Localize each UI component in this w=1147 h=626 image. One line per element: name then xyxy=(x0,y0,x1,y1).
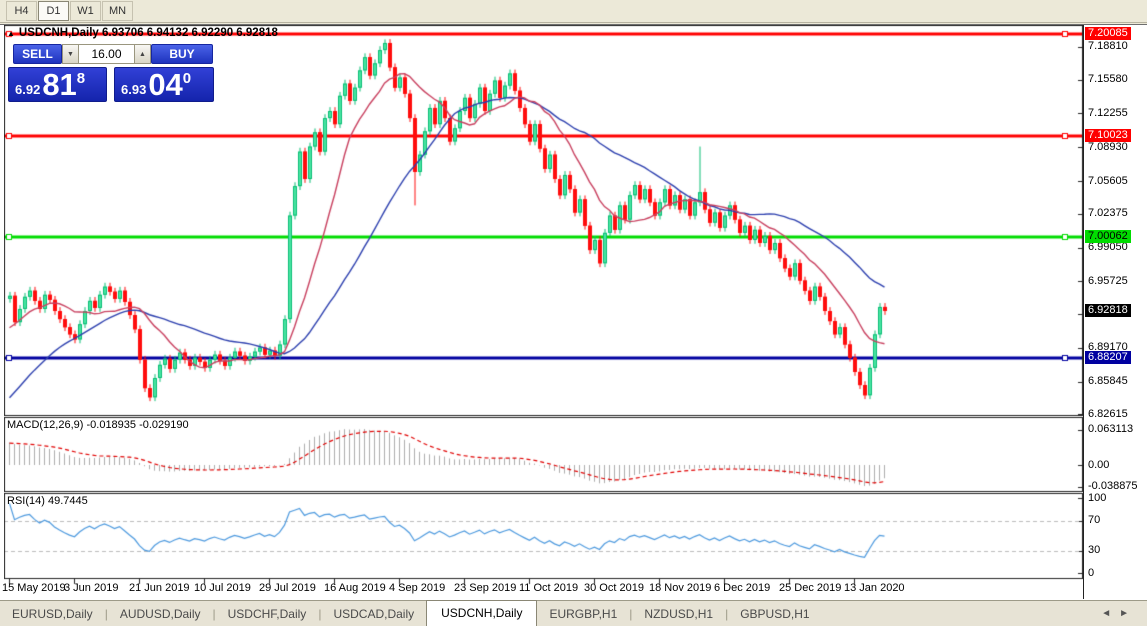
tab-separator: | xyxy=(104,607,108,621)
date-axis-label: 11 Oct 2019 xyxy=(519,582,579,594)
date-axis-label: 4 Sep 2019 xyxy=(389,582,446,594)
rsi-axis-tick: 70 xyxy=(1088,514,1101,526)
price-line-badge: 7.10023 xyxy=(1085,129,1131,143)
chart-tab-usdcad[interactable]: USDCAD,Daily xyxy=(333,607,415,621)
price-chart-canvas[interactable] xyxy=(4,25,1083,599)
tab-separator: | xyxy=(212,607,216,621)
timeframe-button-mn[interactable]: MN xyxy=(102,1,133,21)
chart-tab-nzdusd[interactable]: NZDUSD,H1 xyxy=(644,607,714,621)
price-line-badge: 6.92818 xyxy=(1085,303,1131,317)
macd-axis-tick: 0.00 xyxy=(1088,458,1110,471)
symbol-triangle-icon: ▲ xyxy=(7,29,15,38)
price-line-badge: 7.00062 xyxy=(1085,230,1131,244)
date-axis-label: 16 Aug 2019 xyxy=(324,582,386,594)
rsi-name: RSI(14) xyxy=(7,495,45,507)
price-axis-tick: 7.08930 xyxy=(1088,140,1128,153)
chart-window: ▲ USDCNH,Daily 6.93706 6.94132 6.92290 6.… xyxy=(0,24,1147,600)
price-line-badge: 7.20085 xyxy=(1085,26,1131,40)
date-axis-label: 25 Dec 2019 xyxy=(779,582,842,594)
macd-axis-tick: 0.063113 xyxy=(1088,423,1134,436)
volume-input[interactable] xyxy=(79,44,134,64)
date-axis-label: 21 Jun 2019 xyxy=(129,582,190,594)
chart-tab-bar: EURUSD,Daily | AUDUSD,Daily | USDCHF,Daily | U… xyxy=(0,600,1147,626)
tab-separator: | xyxy=(629,607,633,621)
tab-scroll-right-icon[interactable]: ► xyxy=(1119,608,1137,619)
price-line-badge: 6.88207 xyxy=(1085,350,1131,364)
tab-scroll-arrows[interactable]: ◄► xyxy=(1101,608,1147,626)
date-axis-label: 6 Dec 2019 xyxy=(714,582,771,594)
date-axis-label: 29 Jul 2019 xyxy=(259,582,316,594)
buy-price-box[interactable]: 6.93 04 0 xyxy=(114,67,214,102)
chart-tab-usdcnh[interactable]: USDCNH,Daily xyxy=(426,600,538,626)
sell-price-sup: 8 xyxy=(76,70,86,87)
chart-tab-usdchf[interactable]: USDCHF,Daily xyxy=(227,607,307,621)
one-click-trade-panel: SELL ▼ ▲ BUY 6.92 81 8 6.93 04 0 xyxy=(8,44,214,102)
rsi-indicator-label: RSI(14) 49.7445 xyxy=(7,495,88,507)
date-axis-label: 3 Jun 2019 xyxy=(64,582,119,594)
price-axis-tick: 6.85845 xyxy=(1088,375,1128,388)
price-axis-tick: 7.15580 xyxy=(1088,73,1128,86)
price-axis-line xyxy=(1083,25,1084,599)
price-axis-tick: 7.18810 xyxy=(1088,40,1128,53)
macd-axis-tick: -0.038875 xyxy=(1088,480,1138,493)
date-axis-label: 10 Jul 2019 xyxy=(194,582,251,594)
tab-scroll-left-icon[interactable]: ◄ xyxy=(1101,608,1120,619)
tab-separator: | xyxy=(725,607,729,621)
price-axis-tick: 6.82615 xyxy=(1088,407,1128,420)
price-axis-tick: 7.05605 xyxy=(1088,174,1128,187)
sell-price-box[interactable]: 6.92 81 8 xyxy=(8,67,107,102)
date-axis-label: 30 Oct 2019 xyxy=(584,582,644,594)
date-axis-label: 18 Nov 2019 xyxy=(649,582,712,594)
chart-title: ▲ USDCNH,Daily 6.93706 6.94132 6.92290 6.… xyxy=(7,27,278,39)
price-axis-tick: 7.12255 xyxy=(1088,106,1128,119)
price-axis-tick: 7.02375 xyxy=(1088,207,1128,220)
chart-ohlc-quotes: 6.93706 6.94132 6.92290 6.92818 xyxy=(102,27,278,39)
timeframe-button-d1[interactable]: D1 xyxy=(38,1,69,21)
macd-indicator-label: MACD(12,26,9) -0.018935 -0.029190 xyxy=(7,419,189,431)
chart-symbol: USDCNH,Daily xyxy=(18,27,99,39)
price-axis-tick: 6.89170 xyxy=(1088,341,1128,354)
buy-price-small: 6.93 xyxy=(121,82,147,97)
date-axis-label: 23 Sep 2019 xyxy=(454,582,517,594)
tab-separator: | xyxy=(318,607,322,621)
chart-tab-eurusd[interactable]: EURUSD,Daily xyxy=(12,607,93,621)
price-axis-tick: 6.95725 xyxy=(1088,274,1128,287)
chart-tab-gbpusd[interactable]: GBPUSD,H1 xyxy=(740,607,810,621)
timeframe-button-h4[interactable]: H4 xyxy=(6,1,37,21)
chart-tab-audusd[interactable]: AUDUSD,Daily xyxy=(119,607,201,621)
volume-decrease-button[interactable]: ▼ xyxy=(62,44,79,64)
price-axis-tick: 6.99050 xyxy=(1088,241,1128,254)
timeframe-toolbar: H4 D1 W1 MN xyxy=(0,0,1147,23)
macd-values: -0.018935 -0.029190 xyxy=(86,419,189,431)
rsi-value: 49.7445 xyxy=(47,495,88,507)
date-axis-label: 13 Jan 2020 xyxy=(844,582,905,594)
rsi-axis-tick: 100 xyxy=(1088,491,1107,504)
timeframe-button-w1[interactable]: W1 xyxy=(70,1,101,21)
date-axis-label: 15 May 2019 xyxy=(2,582,66,594)
chart-tab-eurgbp[interactable]: EURGBP,H1 xyxy=(549,607,618,621)
buy-price-big: 04 xyxy=(148,67,183,102)
volume-increase-button[interactable]: ▲ xyxy=(134,44,151,64)
macd-name: MACD(12,26,9) xyxy=(7,419,84,431)
sell-price-small: 6.92 xyxy=(15,82,41,97)
rsi-axis-tick: 30 xyxy=(1088,544,1101,556)
sell-button[interactable]: SELL xyxy=(13,44,62,64)
sell-price-big: 81 xyxy=(42,67,77,102)
rsi-axis-tick: 0 xyxy=(1088,566,1095,579)
buy-button[interactable]: BUY xyxy=(151,44,213,64)
buy-price-sup: 0 xyxy=(182,70,192,87)
